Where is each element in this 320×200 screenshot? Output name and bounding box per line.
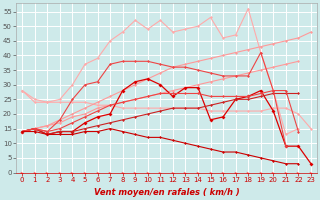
X-axis label: Vent moyen/en rafales ( km/h ): Vent moyen/en rafales ( km/h ) (94, 188, 239, 197)
